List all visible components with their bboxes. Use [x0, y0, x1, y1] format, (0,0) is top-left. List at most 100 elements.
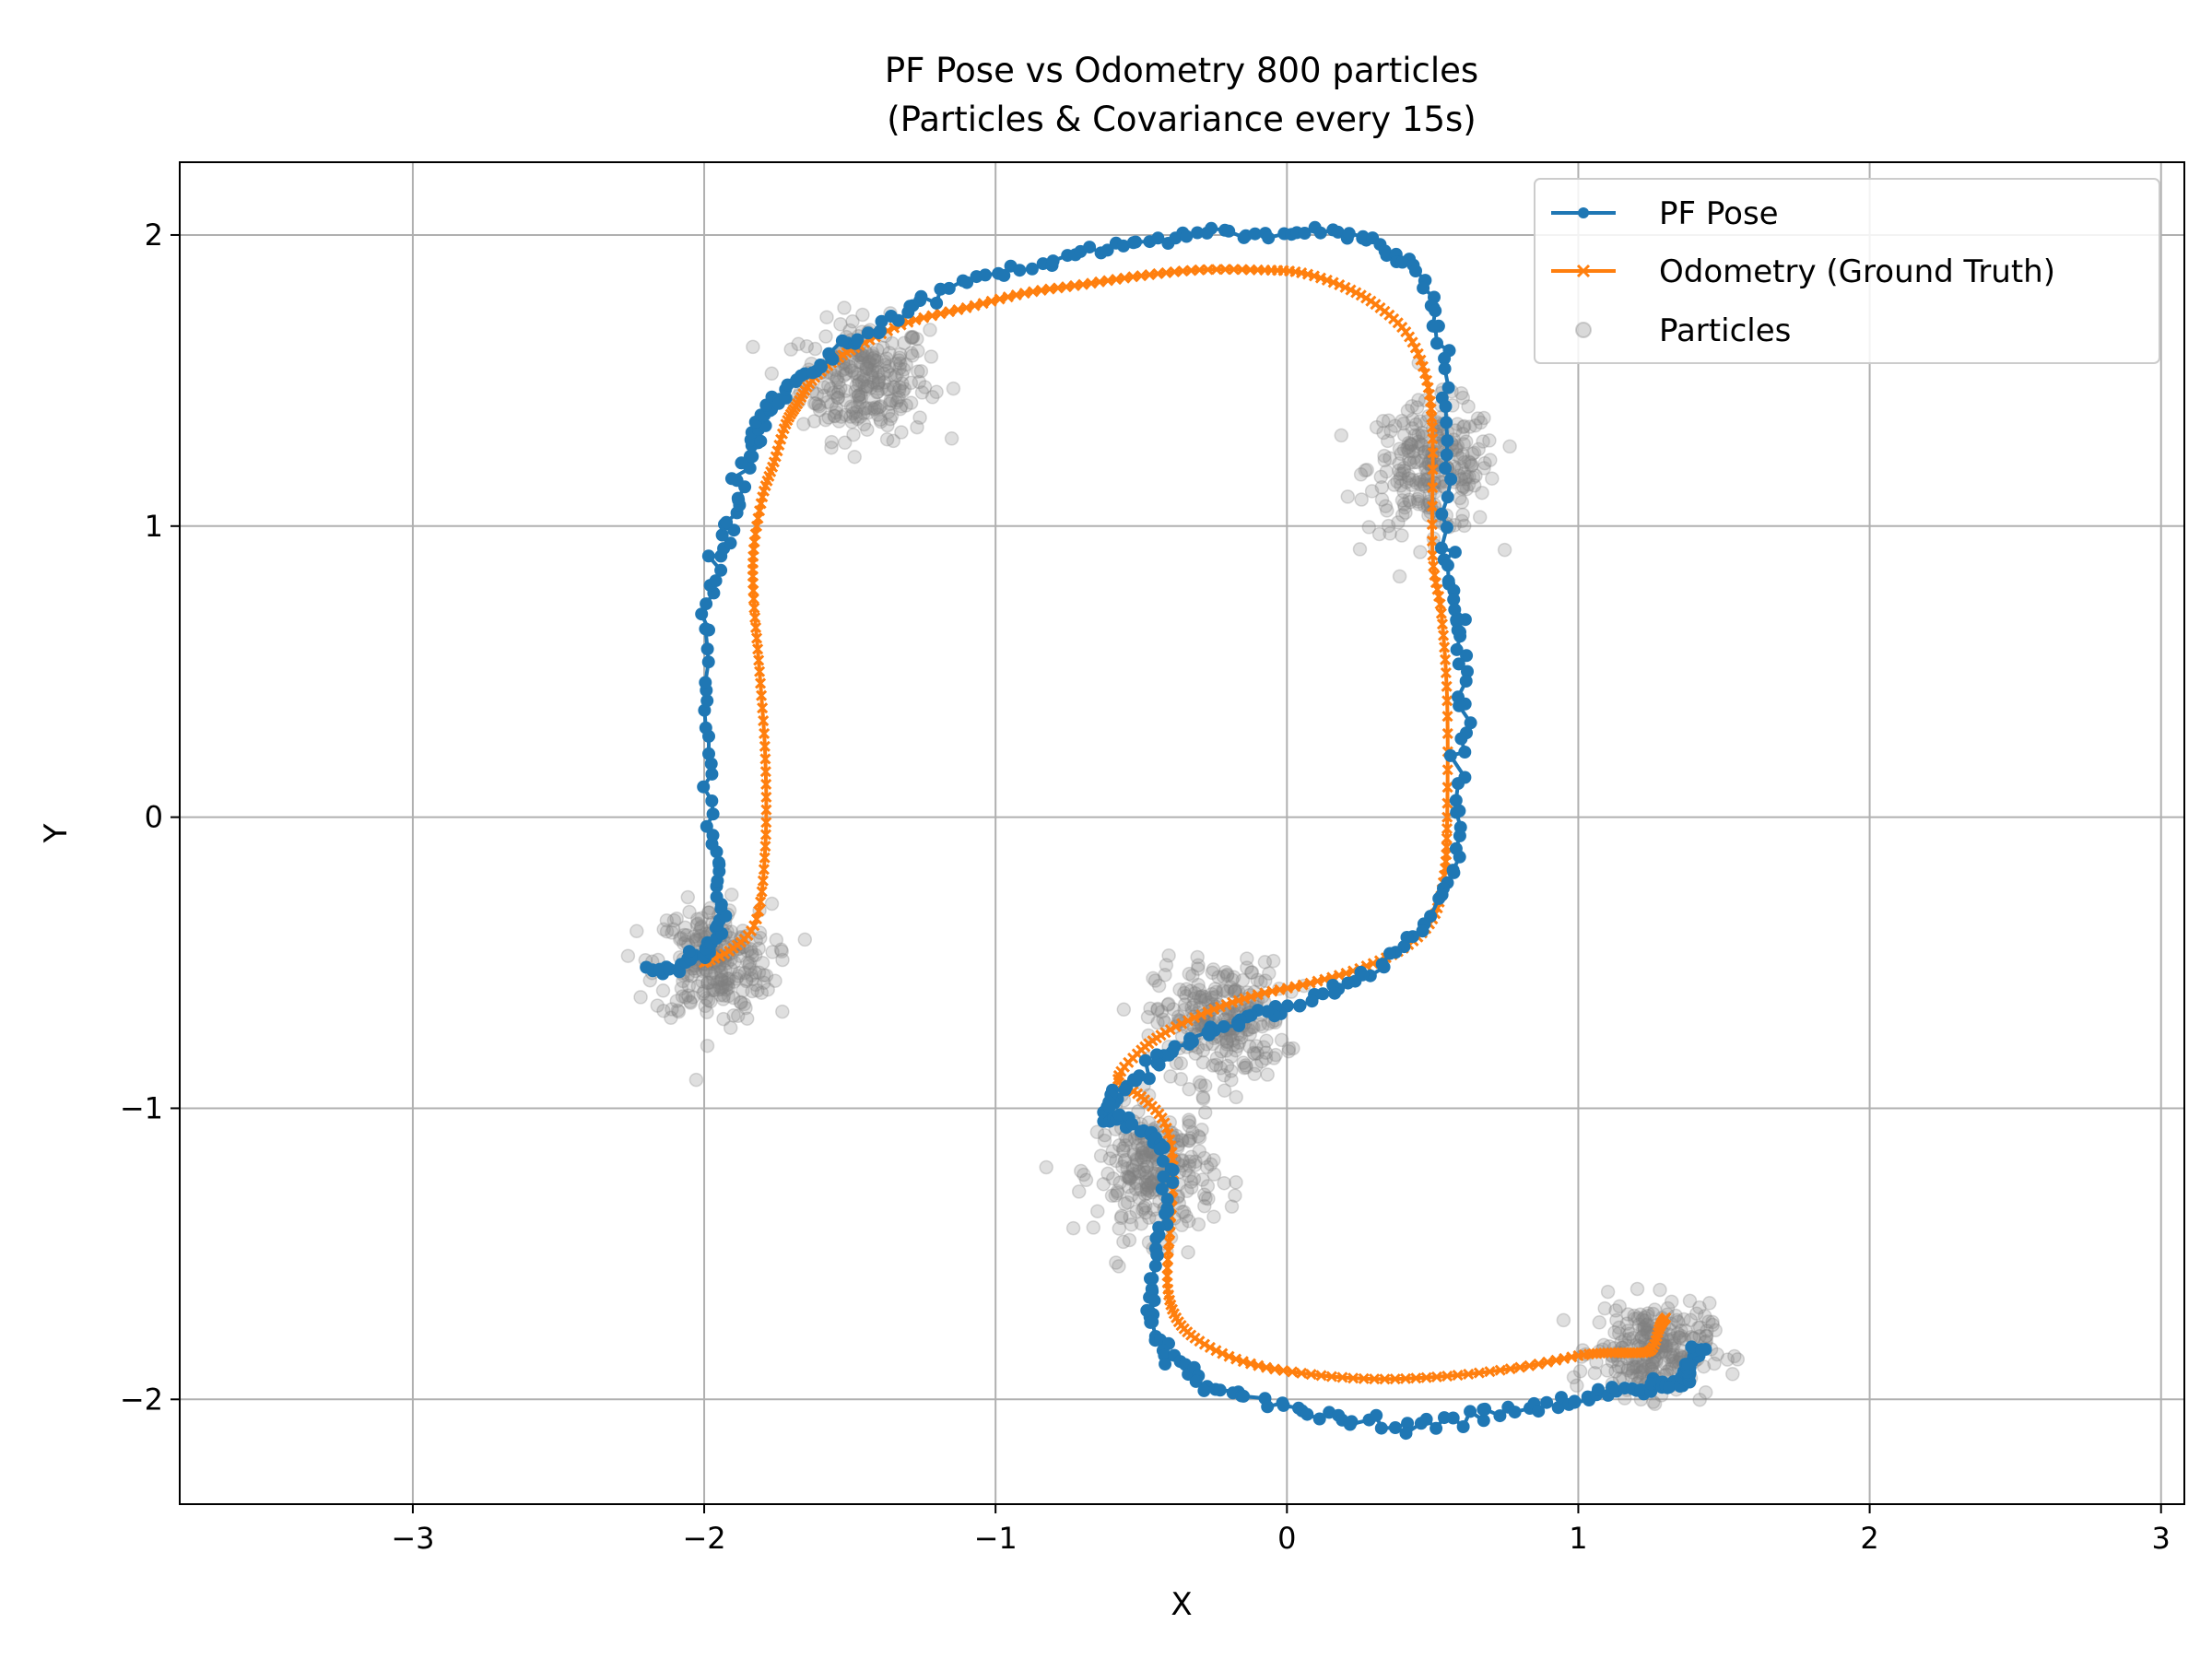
particle-point: [868, 400, 883, 415]
particle-point: [1112, 1259, 1126, 1274]
particle-point: [895, 383, 911, 399]
particle-point: [1456, 479, 1471, 495]
particle-point: [1414, 437, 1429, 452]
particle-point: [1377, 448, 1392, 464]
particle-point: [889, 368, 904, 382]
particle-point: [877, 358, 892, 372]
particle-point: [1382, 451, 1397, 465]
particle-point: [844, 363, 859, 378]
particle-point: [1391, 515, 1406, 530]
particle-point: [1457, 454, 1472, 470]
pf-pose-point: [712, 855, 725, 869]
particle-point: [817, 388, 831, 404]
pf-pose-point: [735, 456, 748, 470]
particle-point: [1387, 477, 1402, 492]
particle-point: [1454, 495, 1470, 510]
particle-point: [1396, 428, 1412, 442]
particle-point: [1454, 513, 1469, 529]
particle-point: [899, 398, 913, 413]
particle-point: [842, 359, 858, 375]
particle-point: [849, 405, 864, 420]
particle-point: [1065, 1220, 1081, 1236]
y-axis-label: Y: [38, 823, 75, 843]
particle-point: [846, 427, 861, 442]
particle-point: [1401, 439, 1417, 454]
particle-point: [850, 411, 865, 427]
particle-point: [944, 431, 959, 446]
particle-point: [838, 393, 853, 407]
particle-point: [867, 359, 883, 373]
particle-point: [837, 435, 853, 451]
particle-point: [1459, 481, 1475, 497]
particle-point: [855, 356, 871, 371]
particle-point: [655, 983, 671, 998]
pf-pose-point: [1205, 221, 1218, 235]
pf-pose-point: [1456, 1420, 1470, 1433]
particle-point: [856, 417, 872, 432]
particle-point: [864, 380, 878, 395]
particle-point: [1459, 469, 1475, 485]
pf-pose-point: [724, 472, 738, 486]
x-axis-label: X: [1171, 1586, 1192, 1623]
particle-point: [746, 339, 760, 355]
particle-point: [897, 335, 912, 351]
particle-point: [1473, 415, 1488, 430]
particle-point: [847, 449, 862, 465]
particle-point: [1476, 434, 1490, 449]
particle-point: [1364, 484, 1380, 499]
particle-point: [865, 346, 880, 361]
particle-point: [1110, 1185, 1125, 1201]
particle-point: [870, 401, 885, 416]
pf-pose-point: [1159, 1207, 1172, 1221]
particle-point: [1454, 461, 1469, 476]
particle-point: [911, 364, 925, 379]
pf-pose-point: [979, 268, 992, 282]
particle-point: [1453, 385, 1469, 401]
pf-pose-point: [1441, 490, 1454, 504]
pf-pose-point: [1222, 224, 1236, 238]
particle-point: [1482, 433, 1497, 448]
particle-point: [899, 357, 913, 372]
particle-point: [879, 364, 895, 379]
particle-point: [838, 383, 853, 398]
particle-point: [774, 944, 789, 959]
particle-point: [830, 372, 844, 388]
pf-pose-point: [1440, 416, 1453, 429]
pf-pose-point: [1150, 1248, 1164, 1262]
particle-point: [1483, 453, 1498, 467]
pf-pose-point: [1508, 1406, 1522, 1419]
y-tick-label: −1: [120, 1090, 163, 1125]
particle-point: [811, 397, 826, 412]
particle-point: [688, 1072, 704, 1088]
pf-pose-point: [1293, 999, 1307, 1013]
particle-point: [1114, 1208, 1129, 1224]
particle-point: [1453, 451, 1468, 465]
particle-point: [1176, 1205, 1192, 1219]
particle-point: [838, 361, 853, 376]
particle-point: [881, 382, 897, 397]
particle-point: [1396, 416, 1411, 431]
particle-point: [1116, 1002, 1132, 1018]
particle-point: [848, 383, 863, 399]
particle-point: [849, 378, 865, 393]
particle-point: [775, 1004, 790, 1019]
particle-point: [821, 410, 836, 425]
particle-point: [1374, 492, 1390, 507]
particle-point: [877, 375, 892, 390]
chart-title: PF Pose vs Odometry 800 particles: [885, 51, 1478, 90]
particle-point: [1461, 399, 1476, 414]
particle-point: [869, 384, 885, 400]
pf-pose-point: [1441, 434, 1454, 448]
pf-pose-point: [1148, 1259, 1162, 1273]
pf-pose-point: [1262, 231, 1276, 245]
pf-pose-point: [1448, 546, 1462, 559]
particle-point: [1394, 528, 1409, 543]
particle-point: [1462, 469, 1477, 484]
particle-point: [1461, 454, 1477, 469]
particle-point: [914, 385, 930, 400]
particle-point: [1379, 464, 1394, 479]
particle-point: [1409, 476, 1424, 490]
particle-point: [1352, 542, 1368, 557]
particle-point: [870, 364, 886, 380]
pf-pose-point: [1695, 1343, 1709, 1357]
